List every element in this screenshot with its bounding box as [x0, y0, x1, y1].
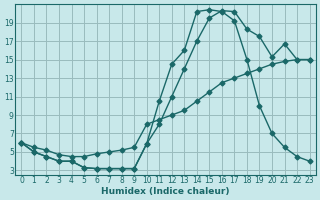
X-axis label: Humidex (Indice chaleur): Humidex (Indice chaleur) — [101, 187, 230, 196]
